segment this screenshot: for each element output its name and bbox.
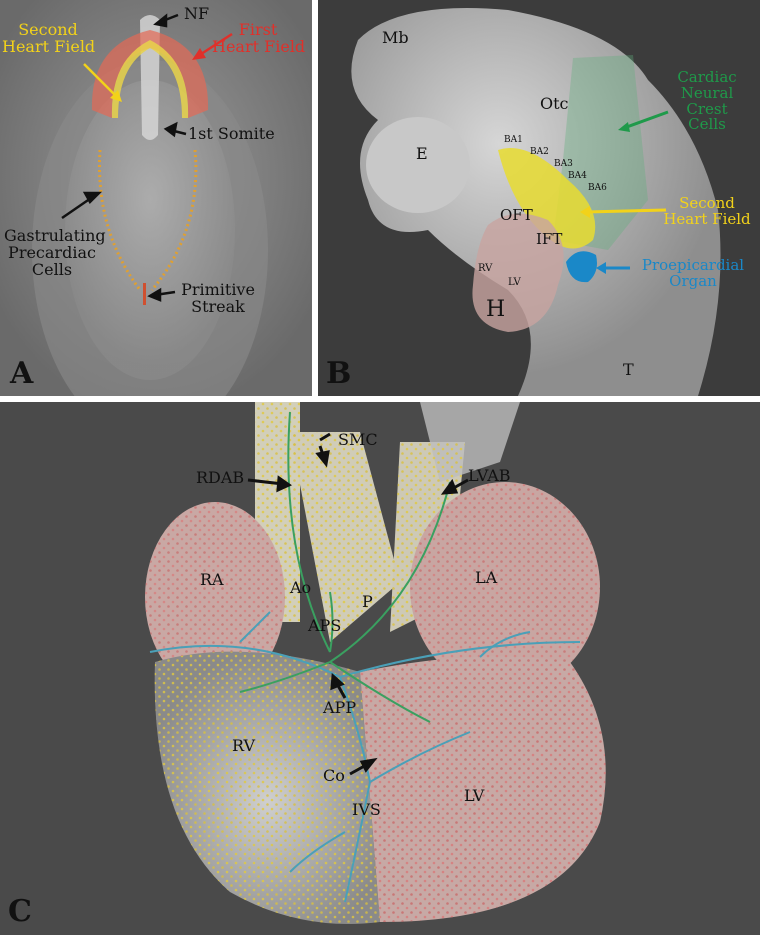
primitive-streak-line1: Primitive [181,280,255,299]
first-heart-field-region [91,30,209,118]
gastrulating-precardiac-label: Gastrulating Precardiac Cells [4,226,106,279]
first-heart-field-label: First Heart Field [212,20,306,56]
peo-line2: Organ [669,271,717,290]
h-label: H [486,297,506,322]
lv-label-c: LV [464,786,485,805]
cnc-line2: Neural [680,83,734,102]
panel-a-letter: A [10,356,34,391]
ba3-label: BA3 [554,159,573,169]
panel-b-embryo-image [318,0,760,396]
oft-label: OFT [500,206,533,224]
shf-b-line2: Heart Field [663,209,751,228]
panel-a-embryo-image [0,0,312,396]
ba1-label: BA1 [504,135,523,145]
primitive-streak-label: Primitive Streak [176,280,260,316]
e-label: E [416,144,428,163]
rv-label-b: RV [478,263,493,274]
second-heart-field-region-b [498,148,596,249]
otc-label: Otc [540,94,569,113]
lvab-label: LVAB [468,466,511,485]
rdab-label: RDAB [196,468,245,487]
la-label: LA [475,568,498,587]
first-somite-label: 1st Somite [188,124,275,143]
ba6-label: BA6 [588,183,607,193]
p-label: P [362,592,373,611]
second-heart-field-label-b: Second Heart Field [658,194,756,228]
ift-label: IFT [536,230,563,248]
cardiac-neural-crest-label: Cardiac Neural Crest Cells [658,68,756,134]
first-heart-field-line2: Heart Field [212,36,306,56]
ra-label: RA [200,570,224,589]
precardiac-cells-dots [98,149,198,291]
cnc-line3: Crest [686,99,728,118]
panel-c-heart-image [0,402,760,935]
cnc-line4: Cells [688,115,726,134]
gastrulating-line2: Precardiac [8,242,96,262]
panel-a: NF Second Heart Field First Heart Field … [0,0,312,396]
green-branches [239,411,451,723]
ba2-label: BA2 [530,147,549,157]
ivs-label: IVS [352,800,381,819]
panel-b-letter: B [326,356,352,391]
rv-label-c: RV [232,736,256,755]
second-heart-field-region [111,40,189,118]
primitive-streak-line2: Streak [191,296,245,316]
aps-label: APS [308,616,342,635]
proepicardial-organ-label: Proepicardial Organ [630,256,756,290]
ao-label: Ao [290,578,312,597]
coronary-branches [149,611,581,903]
cnc-line1: Cardiac [677,68,737,86]
proepicardial-organ-region [566,251,597,283]
second-heart-field-label: Second Heart Field [2,20,96,56]
app-label: APP [323,698,357,717]
panel-b: Mb Otc E BA1 BA2 BA3 BA4 BA6 OFT IFT RV … [318,0,760,396]
panel-c: SMC RDAB LVAB RA LA Ao P APS APP RV Co L… [0,402,760,935]
peo-line1: Proepicardial [641,256,745,274]
second-heart-field-line1: Second [18,20,78,39]
first-heart-field-line1: First [238,20,278,39]
ba4-label: BA4 [568,171,587,181]
t-label: T [623,360,634,379]
lv-label-b: LV [508,277,521,288]
gastrulating-line3: Cells [31,259,73,279]
co-label: Co [323,766,345,785]
smc-label: SMC [338,430,378,449]
mb-label: Mb [382,28,409,47]
shf-b-line1: Second [679,194,735,212]
second-heart-field-line2: Heart Field [2,36,96,56]
nf-label: NF [184,4,210,23]
heart-region [472,213,564,332]
panel-c-letter: C [8,894,32,929]
gastrulating-line1: Gastrulating [4,226,106,245]
